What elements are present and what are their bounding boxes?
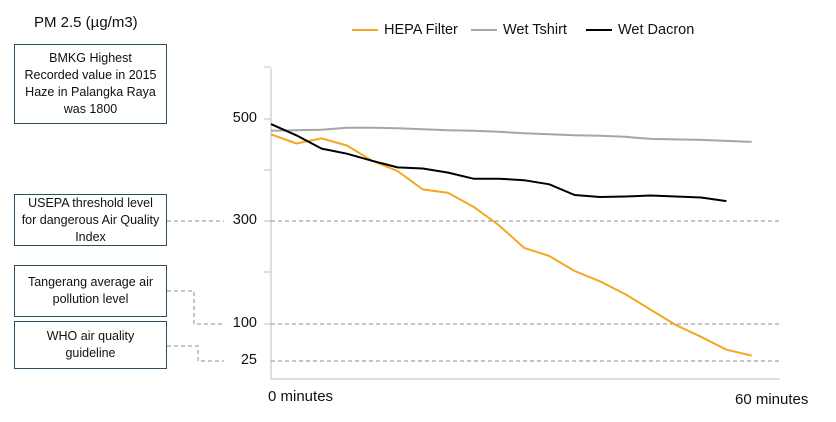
ytick-300: 300 <box>232 212 257 228</box>
legend-wet-dacron: Wet Dacron <box>586 22 694 38</box>
tangerang-note: Tangerang average air pollution level <box>14 265 167 317</box>
x-start-label: 0 minutes <box>268 388 334 405</box>
usepa-note: USEPA threshold level for dangerous Air … <box>14 194 167 246</box>
ytick-500: 500 <box>232 110 257 126</box>
legend-wet-tshirt-swatch <box>471 29 497 31</box>
bmkg-note: BMKG Highest Recorded value in 2015 Haze… <box>14 44 167 124</box>
series-line-wet-dacron <box>270 123 727 203</box>
legend-wet-dacron-swatch <box>586 29 612 31</box>
legend-wet-tshirt: Wet Tshirt <box>471 22 567 38</box>
legend-wet-dacron-label: Wet Dacron <box>618 22 695 38</box>
tangerang-leader-line <box>167 290 224 325</box>
y-axis-title: PM 2.5 (µg/m3) <box>34 14 138 31</box>
ytick-25: 25 <box>240 352 257 368</box>
chart-frame <box>264 66 780 380</box>
legend-hepa-label: HEPA Filter <box>384 22 458 38</box>
legend-hepa: HEPA Filter <box>352 22 458 38</box>
series-line-wet-tshirt <box>270 126 752 143</box>
x-end-label: 60 minutes <box>735 391 809 408</box>
who-leader-line <box>167 345 224 362</box>
who-note: WHO air quality guideline <box>14 321 167 369</box>
reference-lines <box>167 220 780 362</box>
series-line-hepa-filter <box>270 133 752 357</box>
legend-hepa-swatch <box>352 29 378 31</box>
ytick-100: 100 <box>232 315 257 331</box>
series-lines <box>270 123 752 357</box>
legend-wet-tshirt-label: Wet Tshirt <box>503 22 567 38</box>
